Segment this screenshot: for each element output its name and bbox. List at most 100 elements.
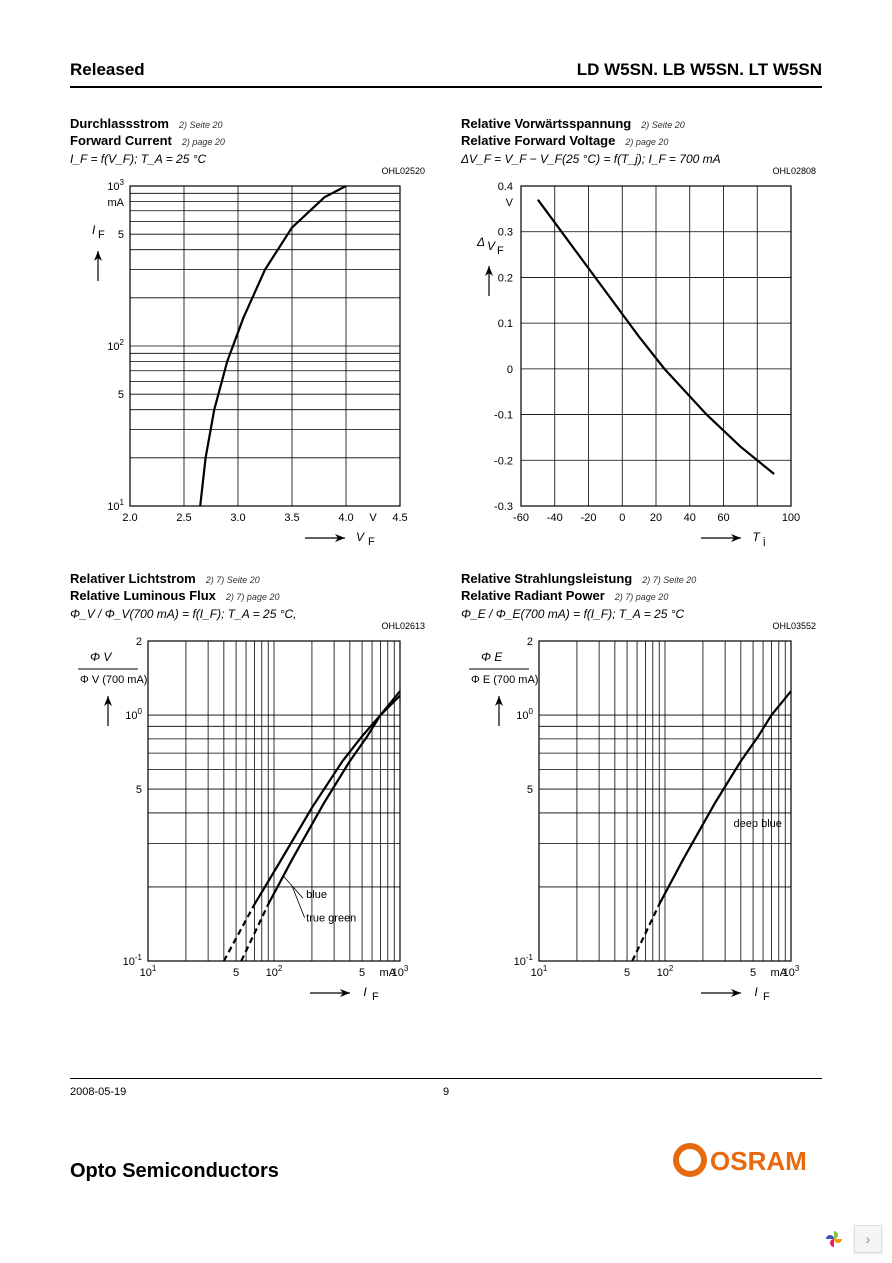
svg-text:deep blue: deep blue bbox=[734, 818, 782, 830]
svg-text:4.5: 4.5 bbox=[392, 512, 407, 524]
svg-text:100: 100 bbox=[516, 707, 533, 722]
svg-text:101: 101 bbox=[140, 964, 157, 979]
svg-text:103: 103 bbox=[783, 964, 800, 979]
svg-text:F: F bbox=[98, 229, 105, 241]
svg-text:3.0: 3.0 bbox=[230, 512, 245, 524]
footer-brand: Opto Semiconductors bbox=[70, 1160, 279, 1183]
svg-text:100: 100 bbox=[125, 707, 142, 722]
page-header: Released LD W5SN. LB W5SN. LT W5SN bbox=[70, 60, 822, 80]
svg-text:5: 5 bbox=[118, 389, 124, 401]
svg-text:5: 5 bbox=[359, 967, 365, 979]
nav-widget: › bbox=[820, 1225, 882, 1253]
svg-text:2: 2 bbox=[527, 636, 533, 648]
svg-text:I: I bbox=[363, 985, 367, 999]
chart-title-de: Durchlassstrom bbox=[70, 116, 169, 131]
chart-title-en: Relative Forward Voltage bbox=[461, 133, 615, 148]
svg-text:F: F bbox=[763, 991, 770, 1001]
svg-text:F: F bbox=[497, 245, 504, 257]
flower-icon bbox=[820, 1225, 848, 1253]
chart-title-en: Relative Luminous Flux bbox=[70, 588, 216, 603]
chart-forward-voltage: Relative Vorwärtsspannung 2) Seite 20 Re… bbox=[461, 116, 822, 551]
svg-text:5: 5 bbox=[750, 967, 756, 979]
chart-formula: Φ_E / Φ_E(700 mA) = f(I_F); T_A = 25 °C bbox=[461, 607, 822, 621]
chart-forward-current: Durchlassstrom 2) Seite 20 Forward Curre… bbox=[70, 116, 431, 551]
svg-text:V: V bbox=[487, 239, 496, 253]
header-left: Released bbox=[70, 60, 145, 80]
chart-formula: ΔV_F = V_F − V_F(25 °C) = f(T_j); I_F = … bbox=[461, 152, 822, 166]
svg-text:-0.2: -0.2 bbox=[494, 455, 513, 467]
note-ref-en: 2) page 20 bbox=[182, 137, 225, 147]
svg-text:102: 102 bbox=[107, 338, 124, 353]
osram-logo: OSRAM bbox=[672, 1140, 822, 1185]
svg-text:T: T bbox=[752, 530, 761, 544]
note-ref-en: 2) 7) page 20 bbox=[226, 592, 280, 602]
chart-id: OHL03552 bbox=[461, 621, 816, 631]
svg-text:-40: -40 bbox=[547, 512, 563, 524]
note-ref-de: 2) Seite 20 bbox=[179, 120, 223, 130]
svg-text:102: 102 bbox=[266, 964, 283, 979]
svg-text:2.0: 2.0 bbox=[122, 512, 137, 524]
svg-text:F: F bbox=[368, 536, 375, 546]
svg-text:blue: blue bbox=[306, 889, 327, 901]
datasheet-page: Released LD W5SN. LB W5SN. LT W5SN Durch… bbox=[0, 0, 892, 1263]
svg-text:100: 100 bbox=[782, 512, 800, 524]
note-ref-en: 2) page 20 bbox=[625, 137, 668, 147]
note-ref-en: 2) 7) page 20 bbox=[615, 592, 669, 602]
svg-text:2: 2 bbox=[136, 636, 142, 648]
svg-text:20: 20 bbox=[650, 512, 662, 524]
svg-text:0: 0 bbox=[619, 512, 625, 524]
svg-text:-20: -20 bbox=[581, 512, 597, 524]
chart-title-de: Relative Vorwärtsspannung bbox=[461, 116, 631, 131]
footer-page-number: 9 bbox=[0, 1086, 892, 1098]
svg-text:101: 101 bbox=[531, 964, 548, 979]
svg-text:0.4: 0.4 bbox=[498, 181, 513, 193]
svg-text:2.5: 2.5 bbox=[176, 512, 191, 524]
note-ref-de: 2) 7) Seite 20 bbox=[206, 575, 260, 585]
svg-text:Φ V (700 mA): Φ V (700 mA) bbox=[80, 674, 147, 686]
chart-title-en: Relative Radiant Power bbox=[461, 588, 605, 603]
header-rule bbox=[70, 86, 822, 88]
chart-svg: -60-40-200204060100-0.3-0.2-0.100.10.20.… bbox=[461, 176, 801, 546]
svg-text:103: 103 bbox=[392, 964, 409, 979]
svg-text:Δ: Δ bbox=[476, 235, 485, 249]
svg-text:10-1: 10-1 bbox=[514, 953, 534, 968]
svg-text:0: 0 bbox=[507, 364, 513, 376]
note-ref-de: 2) Seite 20 bbox=[641, 120, 685, 130]
logo-text: OSRAM bbox=[710, 1146, 807, 1176]
footer-rule bbox=[70, 1078, 822, 1079]
svg-text:V: V bbox=[506, 197, 514, 209]
svg-text:4.0: 4.0 bbox=[338, 512, 353, 524]
charts-grid: Durchlassstrom 2) Seite 20 Forward Curre… bbox=[70, 116, 822, 1006]
svg-text:103: 103 bbox=[107, 178, 124, 193]
chart-title-de: Relative Strahlungsleistung bbox=[461, 571, 632, 586]
chart-formula: Φ_V / Φ_V(700 mA) = f(I_F); T_A = 25 °C, bbox=[70, 607, 431, 621]
svg-text:60: 60 bbox=[717, 512, 729, 524]
svg-text:Φ E (700 mA): Φ E (700 mA) bbox=[471, 674, 538, 686]
svg-text:Φ V: Φ V bbox=[90, 650, 112, 664]
svg-text:mA: mA bbox=[108, 197, 125, 209]
svg-text:5: 5 bbox=[136, 784, 142, 796]
header-right: LD W5SN. LB W5SN. LT W5SN bbox=[577, 60, 822, 80]
chart-title-de: Relativer Lichtstrom bbox=[70, 571, 196, 586]
svg-text:true green: true green bbox=[306, 912, 356, 924]
chart-radiant-power: Relative Strahlungsleistung 2) 7) Seite … bbox=[461, 571, 822, 1006]
svg-text:-0.1: -0.1 bbox=[494, 410, 513, 422]
svg-text:V: V bbox=[356, 530, 365, 544]
svg-text:-60: -60 bbox=[513, 512, 529, 524]
svg-text:3.5: 3.5 bbox=[284, 512, 299, 524]
chart-luminous-flux: Relativer Lichtstrom 2) 7) Seite 20 Rela… bbox=[70, 571, 431, 1006]
chart-svg: 2.02.53.03.54.04.5V10151025103mAIFVF bbox=[70, 176, 410, 546]
svg-text:40: 40 bbox=[684, 512, 696, 524]
svg-text:101: 101 bbox=[107, 498, 124, 513]
svg-text:5: 5 bbox=[624, 967, 630, 979]
svg-text:V: V bbox=[369, 512, 377, 524]
chart-id: OHL02808 bbox=[461, 166, 816, 176]
next-page-button[interactable]: › bbox=[854, 1225, 882, 1253]
svg-text:Φ E: Φ E bbox=[481, 650, 503, 664]
svg-text:-0.3: -0.3 bbox=[494, 501, 513, 513]
svg-text:j: j bbox=[762, 536, 765, 546]
svg-text:102: 102 bbox=[657, 964, 674, 979]
svg-text:I: I bbox=[92, 223, 96, 237]
svg-text:5: 5 bbox=[233, 967, 239, 979]
svg-text:5: 5 bbox=[527, 784, 533, 796]
